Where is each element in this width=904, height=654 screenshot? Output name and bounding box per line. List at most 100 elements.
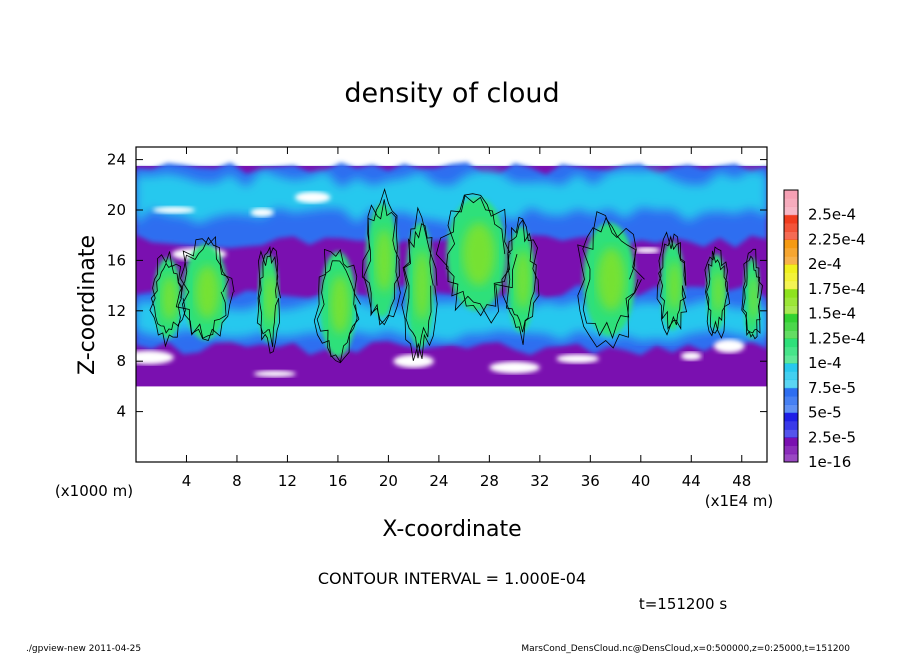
colorbar-frame	[783, 189, 799, 463]
contour-line	[258, 245, 280, 348]
cloud-cell-core	[667, 261, 681, 311]
colorbar-label: 1.75e-4	[808, 280, 866, 298]
x-tick-label: 12	[278, 472, 297, 490]
colorbar-swatch	[784, 379, 798, 389]
colorbar-label: 1e-4	[808, 354, 842, 372]
colorbar-swatch	[784, 206, 798, 216]
colorbar-swatch	[784, 429, 798, 438]
colorbar-label: 2.25e-4	[808, 230, 866, 248]
contour-lines	[149, 188, 763, 364]
contour-line	[149, 251, 186, 348]
colorbar-swatch	[784, 396, 798, 405]
colorbar-swatch	[784, 255, 798, 265]
clear-air-gap	[393, 354, 434, 368]
x-tick-label: 8	[232, 472, 242, 490]
colorbar-swatch	[784, 247, 798, 257]
clear-air-gap	[713, 339, 745, 353]
colorbar-label: 1.5e-4	[808, 305, 856, 323]
y-tick-label: 12	[107, 302, 126, 320]
time-label: t=151200 s	[639, 595, 727, 613]
cloud-cell-core	[749, 275, 759, 321]
clear-air-gap	[294, 191, 331, 204]
contour-line	[313, 248, 361, 364]
colorbar-label: 5e-5	[808, 404, 842, 422]
x-tick-label: 28	[480, 472, 499, 490]
plot-frame	[135, 146, 768, 463]
contour-line	[401, 206, 438, 361]
clear-air-gap	[136, 350, 174, 365]
x-tick-label: 4	[182, 472, 192, 490]
x-axis-label: X-coordinate	[382, 517, 521, 542]
colorbar-swatch	[784, 404, 798, 414]
colorbar-swatch	[784, 437, 798, 447]
contour-line	[445, 194, 510, 317]
cloud-cell-core	[515, 249, 531, 309]
clear-air-gap	[253, 370, 296, 378]
colorbar-swatch	[784, 305, 798, 315]
contour-line	[316, 260, 358, 364]
contour-line	[742, 255, 761, 340]
clear-air-gap	[489, 361, 540, 374]
contour-line	[403, 223, 434, 359]
colorbar-label: 1e-16	[808, 453, 851, 471]
y-unit-label: (x1000 m)	[55, 482, 133, 500]
colorbar-swatch	[784, 420, 798, 430]
y-tick-label: 20	[107, 201, 126, 219]
x-tick-label: 44	[682, 472, 701, 490]
colorbar-swatch	[784, 222, 798, 232]
cloud-cell-core	[195, 265, 220, 319]
colorbar-swatch	[784, 338, 798, 348]
colorbar-swatch	[784, 288, 798, 298]
colorbar-swatch	[784, 239, 798, 249]
y-tick-label: 8	[116, 352, 126, 370]
x-tick-label: 24	[429, 472, 448, 490]
contour-line	[179, 236, 230, 339]
colorbar-label: 2.5e-5	[808, 428, 856, 446]
contour-line	[741, 248, 763, 334]
clear-air-gap	[152, 206, 196, 214]
colorbar-swatch	[784, 190, 798, 199]
cloud-cell-core	[596, 247, 626, 311]
colorbar-label: 2e-4	[808, 255, 842, 273]
contour-line	[501, 219, 540, 345]
clear-air-gap	[250, 208, 274, 217]
colorbar: 1e-16 2.5e-5 5e-5 7.5e-5 1e-4 1.25e-4 1.5e-4 1.…	[783, 189, 866, 471]
chart-title: density of cloud	[344, 78, 559, 109]
upper-cyan-band	[136, 169, 767, 225]
colorbar-swatch	[784, 330, 798, 339]
colorbar-swatch	[784, 313, 798, 323]
contour-line	[656, 231, 688, 336]
contour-line	[256, 247, 281, 354]
x-tick-label: 40	[631, 472, 650, 490]
y-tick-label: 4	[116, 403, 126, 421]
colorbar-swatch	[784, 346, 798, 356]
x-tick-label: 32	[530, 472, 549, 490]
colorbar-label: 7.5e-5	[808, 379, 856, 397]
contour-line	[435, 193, 518, 324]
colorbar-swatch	[784, 453, 798, 463]
contour-line	[175, 235, 235, 341]
colorbar-swatch	[784, 198, 798, 207]
colorbar-swatch	[784, 231, 798, 240]
clear-air-gap	[634, 247, 661, 254]
colorbar-swatch	[784, 272, 798, 282]
contour-line	[150, 262, 183, 334]
cloud-cell-core	[414, 250, 430, 321]
cloud-cell-core	[330, 275, 350, 334]
colorbar-swatch	[784, 264, 798, 273]
cloud-cell-core	[161, 275, 178, 321]
colorbar-swatch	[784, 445, 798, 455]
y-tick-label: 24	[107, 151, 126, 169]
cloud-cell-core	[265, 273, 277, 323]
x-tick-label: 16	[328, 472, 347, 490]
density-field	[136, 162, 767, 387]
cloud-cell-core	[462, 222, 496, 286]
cloud-cell-core	[713, 270, 725, 313]
colorbar-label: 2.5e-4	[808, 206, 856, 224]
colorbar-swatch	[784, 412, 798, 422]
x-tick-label: 48	[732, 472, 751, 490]
contour-line	[582, 217, 639, 340]
cloud-cell-core	[375, 228, 393, 292]
footer-right: MarsCond_DensCloud.nc@DensCloud,x=0:5000…	[521, 644, 850, 654]
